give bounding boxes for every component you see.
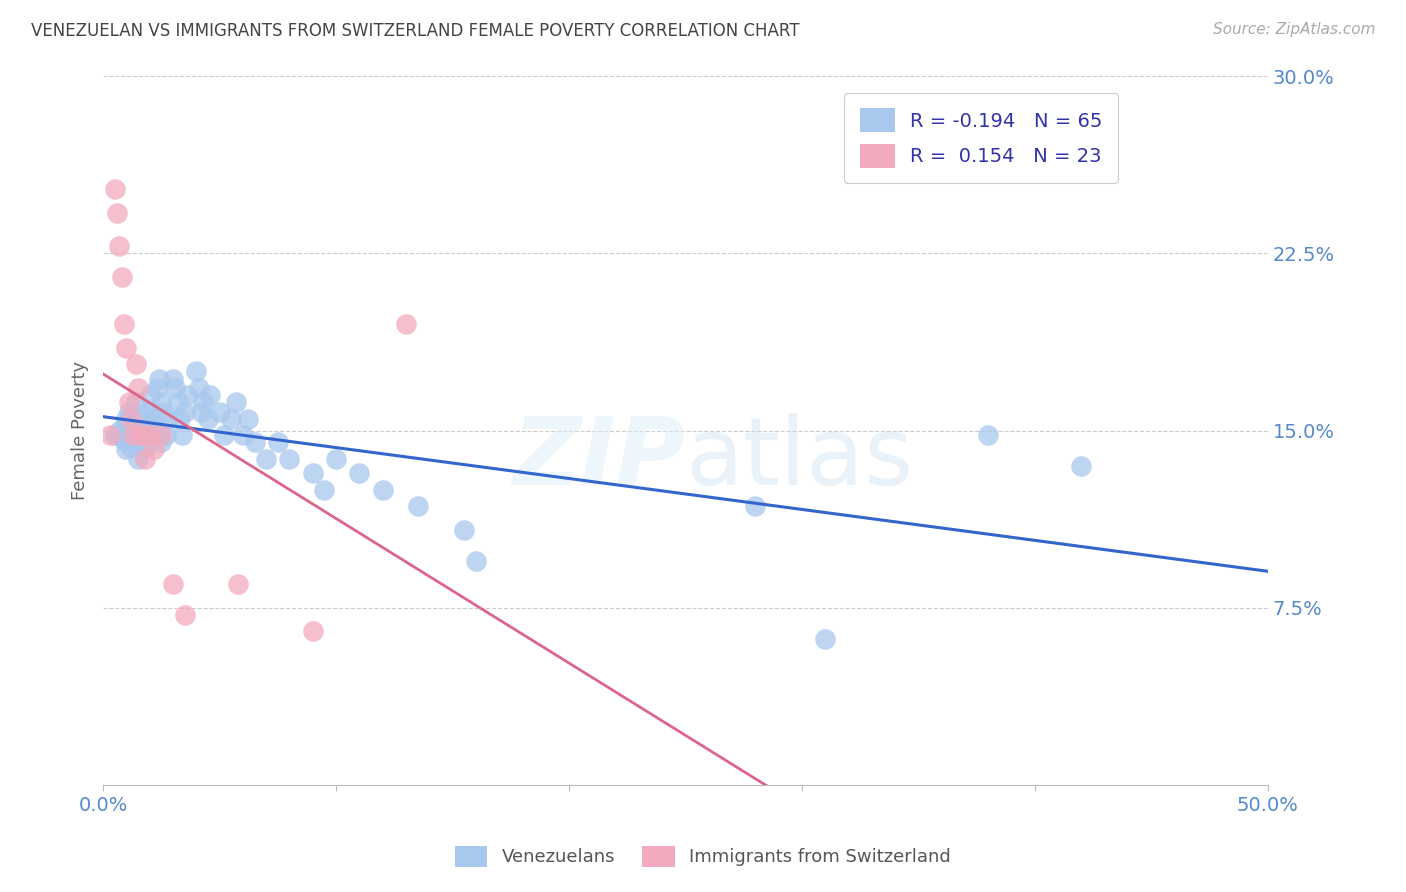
Point — [129, 428, 152, 442]
Point — [148, 371, 170, 385]
Point — [134, 452, 156, 467]
Point — [814, 632, 837, 646]
Point — [150, 395, 173, 409]
Point — [125, 358, 148, 372]
Point — [104, 428, 127, 442]
Point — [208, 405, 231, 419]
Point — [138, 388, 160, 402]
Point — [138, 411, 160, 425]
Point — [212, 428, 235, 442]
Point — [145, 381, 167, 395]
Point — [169, 411, 191, 425]
Point — [115, 442, 138, 457]
Point — [176, 388, 198, 402]
Point — [232, 428, 254, 442]
Point — [193, 395, 215, 409]
Point — [108, 239, 131, 253]
Point — [243, 435, 266, 450]
Point — [132, 428, 155, 442]
Point — [162, 577, 184, 591]
Point — [325, 452, 347, 467]
Point — [186, 364, 208, 378]
Point — [395, 317, 418, 331]
Point — [236, 411, 259, 425]
Point — [1070, 458, 1092, 473]
Point — [98, 428, 121, 442]
Text: VENEZUELAN VS IMMIGRANTS FROM SWITZERLAND FEMALE POVERTY CORRELATION CHART: VENEZUELAN VS IMMIGRANTS FROM SWITZERLAN… — [31, 22, 800, 40]
Point — [301, 466, 323, 480]
Point — [226, 577, 249, 591]
Point — [122, 411, 145, 425]
Point — [134, 440, 156, 454]
Point — [371, 483, 394, 497]
Point — [115, 435, 138, 450]
Point — [197, 411, 219, 425]
Point — [314, 483, 336, 497]
Point — [120, 440, 142, 454]
Text: ZIP: ZIP — [513, 413, 686, 505]
Point — [219, 411, 242, 425]
Point — [108, 424, 131, 438]
Point — [977, 428, 1000, 442]
Point — [406, 500, 429, 514]
Point — [150, 435, 173, 450]
Point — [150, 428, 173, 442]
Point — [267, 435, 290, 450]
Text: atlas: atlas — [686, 413, 914, 505]
Point — [120, 411, 142, 425]
Point — [172, 428, 194, 442]
Point — [301, 624, 323, 639]
Point — [200, 388, 222, 402]
Point — [115, 411, 138, 425]
Point — [136, 405, 159, 419]
Point — [190, 405, 212, 419]
Point — [141, 405, 163, 419]
Point — [453, 523, 475, 537]
Point — [162, 371, 184, 385]
Y-axis label: Female Poverty: Female Poverty — [72, 361, 89, 500]
Point — [127, 428, 149, 442]
Point — [173, 607, 195, 622]
Point — [112, 317, 135, 331]
Point — [127, 381, 149, 395]
Point — [157, 411, 180, 425]
Point — [173, 405, 195, 419]
Point — [127, 435, 149, 450]
Point — [112, 418, 135, 433]
Point — [187, 381, 209, 395]
Point — [744, 500, 766, 514]
Point — [225, 395, 247, 409]
Point — [111, 269, 134, 284]
Point — [166, 395, 188, 409]
Point — [254, 452, 277, 467]
Point — [111, 431, 134, 445]
Point — [104, 182, 127, 196]
Point — [464, 553, 486, 567]
Point — [127, 452, 149, 467]
Point — [349, 466, 371, 480]
Point — [152, 405, 174, 419]
Point — [115, 341, 138, 355]
Point — [118, 405, 141, 419]
Point — [155, 428, 177, 442]
Point — [278, 452, 301, 467]
Point — [120, 428, 142, 442]
Point — [118, 395, 141, 409]
Text: Source: ZipAtlas.com: Source: ZipAtlas.com — [1212, 22, 1375, 37]
Point — [132, 428, 155, 442]
Point — [129, 418, 152, 433]
Legend: R = -0.194   N = 65, R =  0.154   N = 23: R = -0.194 N = 65, R = 0.154 N = 23 — [844, 93, 1118, 183]
Point — [143, 442, 166, 457]
Point — [122, 428, 145, 442]
Legend: Venezuelans, Immigrants from Switzerland: Venezuelans, Immigrants from Switzerland — [447, 838, 959, 874]
Point — [165, 381, 187, 395]
Point — [138, 428, 160, 442]
Point — [105, 206, 128, 220]
Point — [143, 418, 166, 433]
Point — [125, 395, 148, 409]
